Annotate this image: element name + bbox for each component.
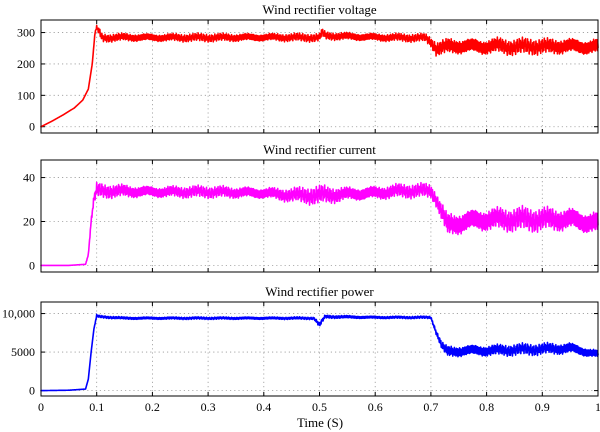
x-tick-label: 0.2	[145, 400, 160, 414]
y-tick-label: 10,000	[2, 307, 35, 321]
x-tick-label: 0	[38, 400, 44, 414]
x-tick-label: 1	[595, 400, 600, 414]
y-tick-label: 20	[23, 214, 35, 228]
x-tick-label: 0.8	[479, 400, 494, 414]
y-tick-label: 0	[29, 120, 35, 134]
x-axis-label: Time (S)	[297, 415, 343, 430]
y-tick-label: 300	[17, 26, 35, 40]
x-tick-label: 0.3	[201, 400, 216, 414]
x-tick-label: 0.6	[368, 400, 383, 414]
series-line-0	[40, 24, 599, 128]
x-tick-label: 0.1	[89, 400, 104, 414]
chart-title: Wind rectifier current	[263, 142, 376, 157]
x-tick-label: 0.7	[423, 400, 438, 414]
series-line-0	[40, 313, 599, 392]
chart-title: Wind rectifier power	[265, 284, 374, 299]
plot-frame	[40, 301, 599, 397]
chart-panel-0: Wind rectifier voltage 0 100 200 300	[17, 2, 599, 134]
y-tick-label: 0	[29, 384, 35, 398]
y-tick-label: 5000	[11, 345, 35, 359]
plot-frame	[40, 159, 599, 273]
chart-title: Wind rectifier voltage	[262, 2, 376, 17]
y-tick-label: 100	[17, 88, 35, 102]
x-tick-label: 0.5	[312, 400, 327, 414]
y-tick-label: 0	[29, 258, 35, 272]
plot-frame	[40, 19, 599, 134]
y-tick-label: 40	[23, 171, 35, 185]
y-tick-label: 200	[17, 57, 35, 71]
x-tick-label: 0.4	[256, 400, 271, 414]
series-line-0	[40, 181, 599, 267]
x-tick-label: 0.9	[535, 400, 550, 414]
chart-panel-1: Wind rectifier current 0 20 40	[23, 142, 599, 273]
chart-panel-2: Wind rectifier power 0 5000 10,000 0 0.1 0.2 0.…	[2, 284, 600, 414]
